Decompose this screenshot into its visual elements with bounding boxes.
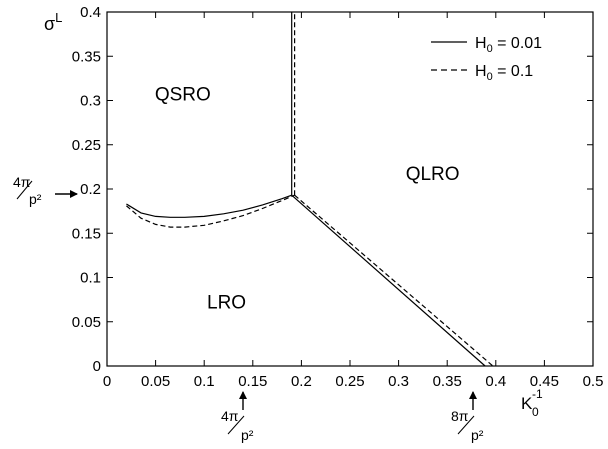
region-label-qsro: QSRO [155, 85, 211, 106]
x-tick-label: 0.4 [485, 373, 506, 390]
x-tick-label: 0.2 [291, 373, 312, 390]
x-frac-2-bar [457, 415, 475, 435]
x-tick-label: 0.3 [388, 373, 409, 390]
x-fraction-annotation-2: 8π p² [451, 391, 484, 443]
y-axis-ticks: 0 0.05 0.1 0.15 0.2 0.25 0.3 0.35 0.4 [72, 4, 593, 375]
y-tick-label: 0 [93, 358, 101, 375]
x-axis-ticks: 0 0.05 0.1 0.15 0.2 0.25 0.3 0.35 0.4 0.45 0.5 [103, 12, 604, 390]
y-axis-title-sup: L [55, 10, 62, 25]
region-labels: QSRO QLRO LRO [155, 85, 460, 314]
y-tick-label: 0.05 [72, 314, 101, 331]
x-axis-title-base: K [521, 394, 533, 413]
y-axis-title-base: σ [44, 14, 55, 34]
region-label-lro: LRO [207, 292, 246, 313]
x-fraction-annotation-1: 4π p² [221, 391, 254, 443]
x-axis-title: K [521, 394, 533, 413]
x-tick-label: 0.5 [583, 373, 604, 390]
x-axis-title-sup: -1 [532, 387, 543, 401]
y-tick-label: 0.35 [72, 48, 101, 65]
x-tick-label: 0.25 [335, 373, 364, 390]
x-frac-1-numerator: 4π [221, 408, 239, 424]
x-tick-label: 0.45 [530, 373, 559, 390]
y-tick-label: 0.2 [80, 181, 101, 198]
x-tick-label: 0.15 [238, 373, 267, 390]
series-dashed-line-segment-0 [126, 194, 295, 228]
y-frac-numerator: 4π [13, 174, 31, 190]
series-layer [126, 12, 494, 367]
x-frac-1-denominator: p² [241, 427, 254, 443]
x-frac-2-numerator: 8π [451, 408, 469, 424]
y-fraction-annotation: 4π p² [13, 174, 78, 207]
y-frac-denominator: p² [29, 191, 42, 207]
x-tick-label: 0 [103, 373, 111, 390]
region-label-qlro: QLRO [406, 164, 460, 185]
legend-label-h0-01: H0 = 0.1 [475, 63, 533, 83]
x-axis-title-sub: 0 [532, 405, 539, 419]
legend-label-h0-001: H0 = 0.01 [475, 35, 542, 55]
y-tick-label: 0.1 [80, 270, 101, 287]
x-tick-label: 0.05 [141, 373, 170, 390]
y-tick-label: 0.15 [72, 225, 101, 242]
y-tick-label: 0.4 [80, 4, 101, 21]
legend: H0 = 0.01 H0 = 0.1 [431, 35, 542, 83]
y-axis-title: σL [44, 10, 62, 34]
series-solid-line-segment-0 [126, 194, 292, 218]
x-tick-label: 0.35 [433, 373, 462, 390]
y-tick-label: 0.3 [80, 93, 101, 110]
y-frac-bar [16, 180, 33, 200]
y-tick-label: 0.25 [72, 137, 101, 154]
x-frac-2-denominator: p² [471, 427, 484, 443]
x-tick-label: 0.1 [194, 373, 215, 390]
series-solid-line-segment-2 [291, 194, 486, 367]
x-frac-1-bar [227, 415, 245, 435]
series-dashed-line-segment-2 [294, 194, 494, 367]
